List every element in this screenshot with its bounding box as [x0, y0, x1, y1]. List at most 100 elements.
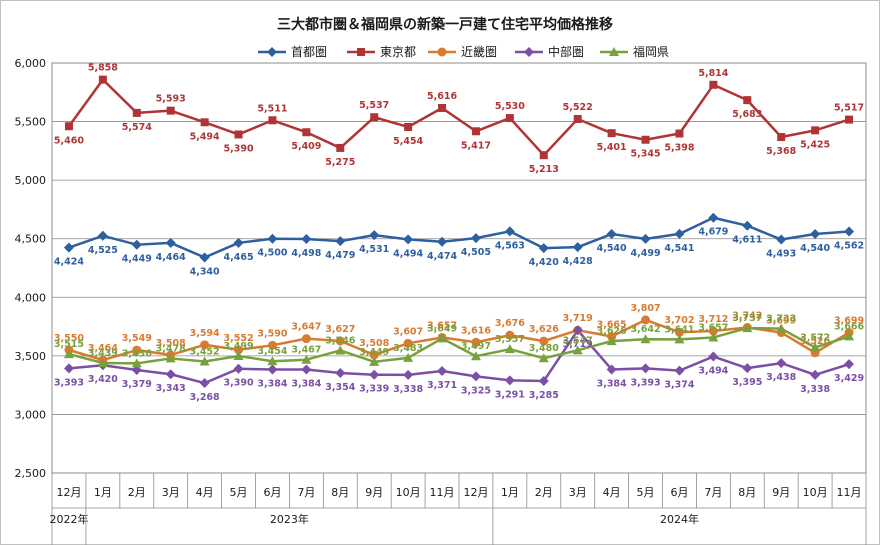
- data-label: 3,807: [631, 303, 661, 314]
- data-label: 3,699: [766, 316, 796, 327]
- data-label: 4,428: [563, 256, 593, 267]
- series-lines: [67, 78, 850, 385]
- data-point: [165, 353, 176, 363]
- data-point: [742, 323, 753, 333]
- data-point: [165, 237, 176, 248]
- series-line: [68, 326, 850, 365]
- data-label: 3,439: [88, 348, 118, 359]
- data-point: [335, 345, 346, 355]
- data-point: [844, 226, 855, 237]
- data-label: 3,374: [664, 380, 694, 391]
- data-label: 3,508: [359, 338, 389, 349]
- data-label: 5,401: [597, 142, 627, 153]
- x-tick-label: 2月: [535, 486, 553, 499]
- data-point: [200, 340, 210, 350]
- data-label: 4,340: [190, 266, 220, 277]
- x-tick-label: 11月: [430, 486, 455, 499]
- data-point: [572, 242, 583, 253]
- series-line: [68, 216, 850, 259]
- data-point: [776, 323, 787, 333]
- data-label: 4,498: [291, 248, 321, 259]
- data-label: 5,409: [291, 141, 321, 152]
- data-point: [404, 122, 413, 131]
- data-label: 3,436: [122, 348, 152, 359]
- data-point: [504, 344, 515, 354]
- data-label: 5,275: [325, 157, 355, 168]
- data-point: [301, 354, 312, 364]
- data-point: [437, 47, 447, 57]
- data-point: [268, 116, 277, 125]
- data-point: [845, 115, 854, 124]
- data-point: [131, 365, 142, 376]
- data-point: [301, 364, 312, 375]
- data-label: 4,541: [664, 243, 694, 254]
- x-tick-label: 9月: [772, 486, 790, 499]
- data-label: 3,393: [631, 377, 661, 388]
- data-point: [357, 48, 365, 56]
- data-point: [166, 106, 175, 115]
- data-labels: 4,424 4,525 4,449 4,464 4,340 4,465 4,500 4,498…: [54, 63, 865, 403]
- x-tick-label: 6月: [670, 486, 688, 499]
- data-label: 4,449: [122, 254, 152, 265]
- data-point: [606, 364, 617, 375]
- data-label: 3,737: [732, 313, 762, 324]
- data-point: [267, 340, 277, 350]
- legend-entry-label: 福岡県: [633, 44, 669, 59]
- data-label: 3,552: [224, 333, 254, 344]
- data-point: [369, 369, 380, 380]
- data-point: [810, 342, 821, 352]
- data-point: [233, 350, 244, 360]
- data-point: [470, 351, 481, 361]
- data-point: [234, 345, 244, 355]
- data-label: 3,438: [766, 372, 796, 383]
- data-point: [131, 358, 142, 368]
- x-axis: 12月 1月 2月 3月 4月 5月 6月 7月 8月 9月 10月 11月 12月 1月 2月 3月 4月 5月…: [49, 473, 867, 545]
- data-point: [233, 363, 244, 374]
- x-tick-label: 5月: [637, 486, 655, 499]
- data-point: [674, 365, 685, 376]
- data-point: [708, 332, 719, 342]
- data-point: [403, 338, 413, 348]
- data-label: 3,291: [495, 389, 525, 400]
- legend-entry-label: 中部圏: [548, 44, 584, 59]
- data-point: [301, 233, 312, 244]
- year-label: 2024年: [660, 512, 699, 526]
- data-label: 4,464: [156, 252, 186, 263]
- data-point: [471, 337, 481, 347]
- data-label: 3,467: [291, 345, 321, 356]
- data-label: 3,699: [834, 316, 864, 327]
- x-tick-label: 9月: [365, 486, 383, 499]
- data-label: 4,479: [325, 250, 355, 261]
- data-label: 3,676: [495, 318, 525, 329]
- data-label: 3,384: [291, 378, 321, 389]
- data-point: [97, 230, 108, 241]
- data-point: [640, 363, 651, 374]
- data-label: 3,449: [359, 347, 389, 358]
- data-label: 4,611: [732, 235, 762, 246]
- data-label: 3,384: [257, 378, 287, 389]
- y-tick-label: 6,000: [15, 57, 47, 70]
- data-label: 4,420: [529, 257, 559, 268]
- data-point: [98, 75, 107, 84]
- data-point: [267, 47, 277, 57]
- data-label: 4,474: [427, 251, 457, 262]
- data-point: [641, 135, 650, 144]
- data-label: 5,390: [224, 143, 254, 154]
- data-label: 3,268: [190, 392, 220, 403]
- data-point: [708, 212, 719, 223]
- x-tick-label: 5月: [230, 486, 248, 499]
- data-point: [810, 369, 821, 380]
- year-label: 2022年: [49, 512, 88, 526]
- data-point: [743, 96, 752, 105]
- data-label: 3,339: [359, 384, 389, 395]
- data-point: [538, 243, 549, 254]
- data-label: 3,454: [257, 346, 287, 357]
- data-label: 3,547: [563, 335, 593, 346]
- data-label: 3,665: [597, 320, 627, 331]
- x-tick-label: 6月: [263, 486, 281, 499]
- data-label: 3,647: [291, 322, 321, 333]
- y-tick-label: 4,500: [15, 233, 47, 246]
- data-label: 5,517: [834, 103, 864, 114]
- data-label: 3,354: [325, 382, 355, 393]
- data-label: 5,530: [495, 101, 525, 112]
